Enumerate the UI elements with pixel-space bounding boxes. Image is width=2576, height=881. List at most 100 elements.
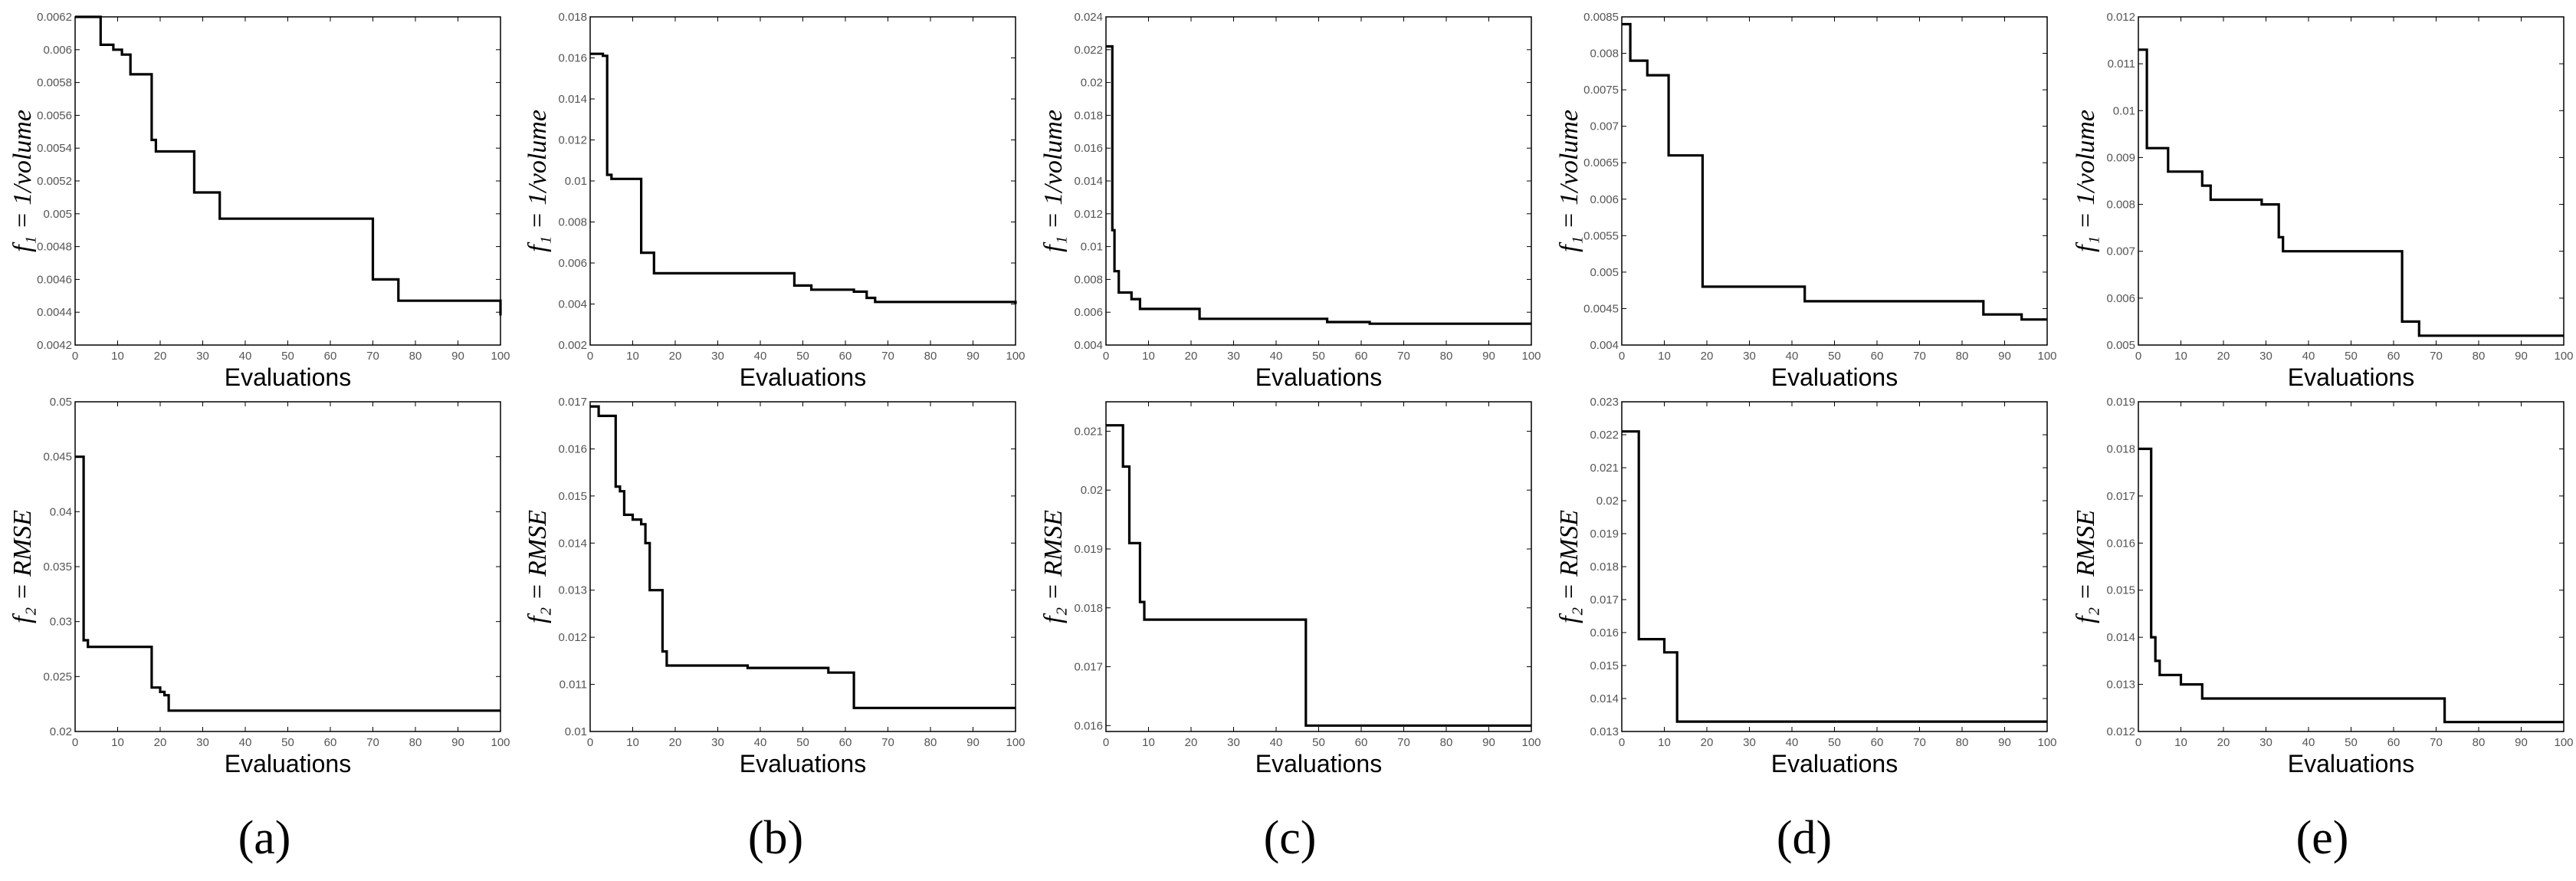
series-line xyxy=(1106,47,1531,324)
x-tick-label: 0 xyxy=(72,736,78,749)
y-tick-label: 0.022 xyxy=(1590,429,1619,442)
y-tick-label: 0.02 xyxy=(50,725,72,738)
y-tick-label: 0.019 xyxy=(2106,396,2135,409)
x-tick-label: 50 xyxy=(1828,736,1841,749)
y-tick-label: 0.005 xyxy=(2106,339,2135,352)
x-tick-label: 30 xyxy=(196,736,209,749)
x-tick-label: 90 xyxy=(1998,736,2011,749)
x-tick-label: 80 xyxy=(409,350,422,363)
y-axis-label: f₁ = 1/volume xyxy=(1555,110,1583,252)
x-tick-label: 10 xyxy=(1658,736,1671,749)
series-line xyxy=(590,54,1016,304)
y-tick-label: 0.018 xyxy=(2106,442,2135,455)
y-tick-label: 0.016 xyxy=(2106,537,2135,550)
x-tick-label: 90 xyxy=(451,736,464,749)
x-tick-label: 60 xyxy=(1871,736,1884,749)
y-tick-label: 0.006 xyxy=(2106,292,2135,305)
y-tick-label: 0.005 xyxy=(1590,266,1619,279)
y-tick-label: 0.008 xyxy=(1074,273,1103,286)
x-tick-label: 60 xyxy=(839,350,852,363)
x-tick-label: 10 xyxy=(1142,736,1155,749)
x-tick-label: 70 xyxy=(881,736,894,749)
x-tick-label: 80 xyxy=(409,736,422,749)
x-axis-label: Evaluations xyxy=(740,363,866,391)
y-tick-label: 0.025 xyxy=(43,670,72,683)
x-tick-label: 70 xyxy=(881,350,894,363)
x-tick-label: 40 xyxy=(239,350,252,363)
x-axis-label: Evaluations xyxy=(1255,750,1382,777)
y-tick-label: 0.017 xyxy=(1590,593,1619,607)
x-tick-label: 20 xyxy=(1185,736,1198,749)
x-tick-label: 70 xyxy=(2430,350,2443,363)
x-tick-label: 20 xyxy=(669,350,682,363)
y-tick-label: 0.022 xyxy=(1074,44,1103,57)
x-tick-label: 10 xyxy=(626,350,639,363)
chart-panel-b-row1: 0 10 20 30 40 50 60 70 80 90 100 0.002 0.004 0.006 0.0… xyxy=(523,11,1025,391)
y-tick-label: 0.0062 xyxy=(37,11,72,24)
y-tick-label: 0.02 xyxy=(1081,484,1103,497)
axes-frame xyxy=(1622,17,2047,345)
y-tick-label: 0.018 xyxy=(1074,602,1103,615)
y-axis-label: f₂ = RMSE xyxy=(8,510,37,623)
y-tick-label: 0.016 xyxy=(558,52,587,65)
x-tick-label: 100 xyxy=(2554,736,2573,749)
y-tick-label: 0.014 xyxy=(558,537,587,550)
y-tick-label: 0.01 xyxy=(1081,241,1103,254)
y-tick-label: 0.013 xyxy=(1590,725,1619,738)
y-tick-label: 0.017 xyxy=(1074,661,1103,674)
y-tick-label: 0.013 xyxy=(2106,679,2135,692)
y-tick-label: 0.01 xyxy=(565,725,587,738)
y-tick-label: 0.018 xyxy=(558,11,587,24)
y-tick-label: 0.013 xyxy=(558,584,587,597)
y-tick-label: 0.014 xyxy=(2106,631,2135,644)
x-tick-label: 70 xyxy=(1397,350,1410,363)
x-tick-label: 30 xyxy=(1743,350,1756,363)
x-tick-label: 80 xyxy=(1440,736,1453,749)
y-tick-label: 0.012 xyxy=(2106,725,2135,738)
series-line xyxy=(590,406,1016,708)
y-tick-label: 0.04 xyxy=(50,505,72,518)
axes-frame xyxy=(2138,402,2564,731)
chart-panel-e-row1: 0 10 20 30 40 50 60 70 80 90 100 0.005 0.006 0.007 0.0… xyxy=(2072,11,2574,391)
x-tick-label: 60 xyxy=(2387,736,2400,749)
y-tick-label: 0.014 xyxy=(558,93,587,106)
chart-panel-a-row1: 0 10 20 30 40 50 60 70 80 90 100 0.0042 0.0044 0.0046… xyxy=(8,11,510,391)
y-tick-label: 0.012 xyxy=(558,631,587,644)
y-tick-label: 0.016 xyxy=(558,442,587,455)
x-tick-label: 40 xyxy=(1786,736,1799,749)
x-tick-label: 60 xyxy=(1871,350,1884,363)
y-tick-label: 0.0054 xyxy=(37,142,72,155)
x-tick-label: 60 xyxy=(324,736,337,749)
x-tick-label: 10 xyxy=(111,736,124,749)
x-tick-label: 10 xyxy=(2174,350,2187,363)
panel-label-d: (d) xyxy=(1777,812,1832,864)
x-tick-label: 70 xyxy=(1913,350,1926,363)
series-line xyxy=(2138,449,2564,722)
figure-svg: 0 10 20 30 40 50 60 70 80 90 1000.00420.00440.0046… xyxy=(0,0,2576,877)
panel-label-a: (a) xyxy=(238,812,291,864)
chart-panel-c-row1: 0 10 20 30 40 50 60 70 80 90 100 0.004 0.006 0.008 0.0… xyxy=(1039,11,1541,391)
y-tick-label: 0.004 xyxy=(558,298,587,311)
y-tick-label: 0.0048 xyxy=(37,241,72,254)
x-tick-label: 10 xyxy=(2174,736,2187,749)
y-tick-label: 0.018 xyxy=(1074,109,1103,122)
x-tick-label: 0 xyxy=(72,350,78,363)
y-axis-label: f₁ = 1/volume xyxy=(1039,110,1068,252)
x-tick-label: 40 xyxy=(754,736,767,749)
y-tick-label: 0.016 xyxy=(1590,626,1619,639)
x-tick-label: 50 xyxy=(796,736,809,749)
axes-frame xyxy=(590,402,1016,731)
x-tick-label: 50 xyxy=(1312,736,1325,749)
x-tick-label: 90 xyxy=(1998,350,2011,363)
y-tick-label: 0.01 xyxy=(2113,104,2135,117)
x-tick-label: 100 xyxy=(491,350,510,363)
x-axis-label: Evaluations xyxy=(740,750,866,777)
figure: 0 10 20 30 40 50 60 70 80 90 100 0.0042 0.0044 0.0046… xyxy=(0,0,2576,877)
y-tick-label: 0.02 xyxy=(1596,495,1619,508)
x-tick-label: 100 xyxy=(2037,350,2056,363)
x-tick-label: 30 xyxy=(711,350,724,363)
y-tick-label: 0.012 xyxy=(558,134,587,147)
y-tick-label: 0.0065 xyxy=(1583,156,1619,169)
y-tick-label: 0.0045 xyxy=(1583,302,1619,315)
x-tick-label: 10 xyxy=(1142,350,1155,363)
